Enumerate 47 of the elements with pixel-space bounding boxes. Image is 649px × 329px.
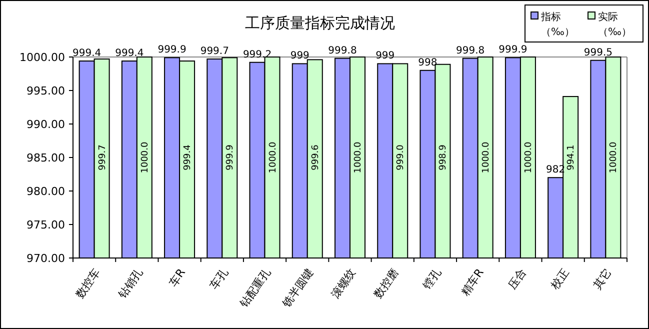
data-label: 1000.0 bbox=[268, 141, 278, 174]
x-tick-label: 车孔 bbox=[207, 266, 231, 292]
x-tick-label: 滚螺纹 bbox=[328, 266, 358, 301]
y-tick-label: 985.00 bbox=[26, 152, 65, 164]
data-label: 999 bbox=[290, 50, 310, 62]
legend-label: 实际（‰） bbox=[598, 11, 632, 38]
y-tick-label: 995.00 bbox=[26, 84, 65, 98]
y-tick-label: 975.00 bbox=[26, 218, 65, 232]
x-tick-label: 车R bbox=[166, 266, 188, 290]
y-tick-label: 980.00 bbox=[26, 185, 65, 198]
data-label: 998 bbox=[418, 57, 438, 68]
data-label: 999.9 bbox=[158, 44, 186, 56]
data-label: 1000.0 bbox=[524, 141, 534, 174]
data-label: 1000.0 bbox=[140, 141, 150, 174]
x-tick-label: 压合 bbox=[506, 266, 529, 292]
data-label: 994.1 bbox=[566, 144, 577, 170]
data-label: 1000.0 bbox=[609, 141, 620, 174]
x-tick-label: 精车R bbox=[458, 266, 486, 298]
x-tick-label: 镗孔 bbox=[420, 266, 444, 293]
data-label: 998.9 bbox=[438, 144, 449, 170]
x-tick-label: 其它 bbox=[590, 266, 614, 292]
x-tick-label: 铣半圆键 bbox=[279, 266, 316, 311]
data-label: 999.9 bbox=[498, 44, 528, 56]
legend-label: 指标（‰） bbox=[540, 11, 574, 38]
y-tick-label: 970.00 bbox=[26, 252, 65, 265]
data-label: 999.5 bbox=[584, 47, 613, 58]
x-tick-label: 校正 bbox=[548, 266, 572, 293]
data-label: 999.9 bbox=[226, 144, 236, 170]
chart-title: 工序质量指标完成情况 bbox=[245, 14, 395, 32]
x-tick-label: 数控磨 bbox=[371, 266, 402, 301]
data-label: 999.4 bbox=[183, 144, 194, 170]
data-label: 999.8 bbox=[328, 45, 357, 56]
data-label: 999.8 bbox=[456, 45, 485, 56]
x-tick-label: 钻配重孔 bbox=[236, 266, 274, 311]
data-label: 999.6 bbox=[310, 144, 321, 170]
data-label: 999.7 bbox=[200, 46, 229, 58]
x-tick-label: 钻销孔 bbox=[115, 266, 146, 302]
data-label: 999.4 bbox=[72, 48, 102, 60]
data-label: 999.4 bbox=[115, 48, 144, 60]
data-label: 999.7 bbox=[98, 144, 108, 170]
data-label: 999.0 bbox=[396, 144, 406, 170]
y-tick-label: 1000.00 bbox=[20, 51, 65, 64]
x-tick-label: 数控车 bbox=[73, 266, 103, 301]
data-label: 1000.0 bbox=[481, 141, 492, 174]
data-label: 999 bbox=[376, 50, 395, 62]
y-tick-label: 990.00 bbox=[26, 118, 65, 131]
data-label: 1000.0 bbox=[354, 141, 364, 174]
